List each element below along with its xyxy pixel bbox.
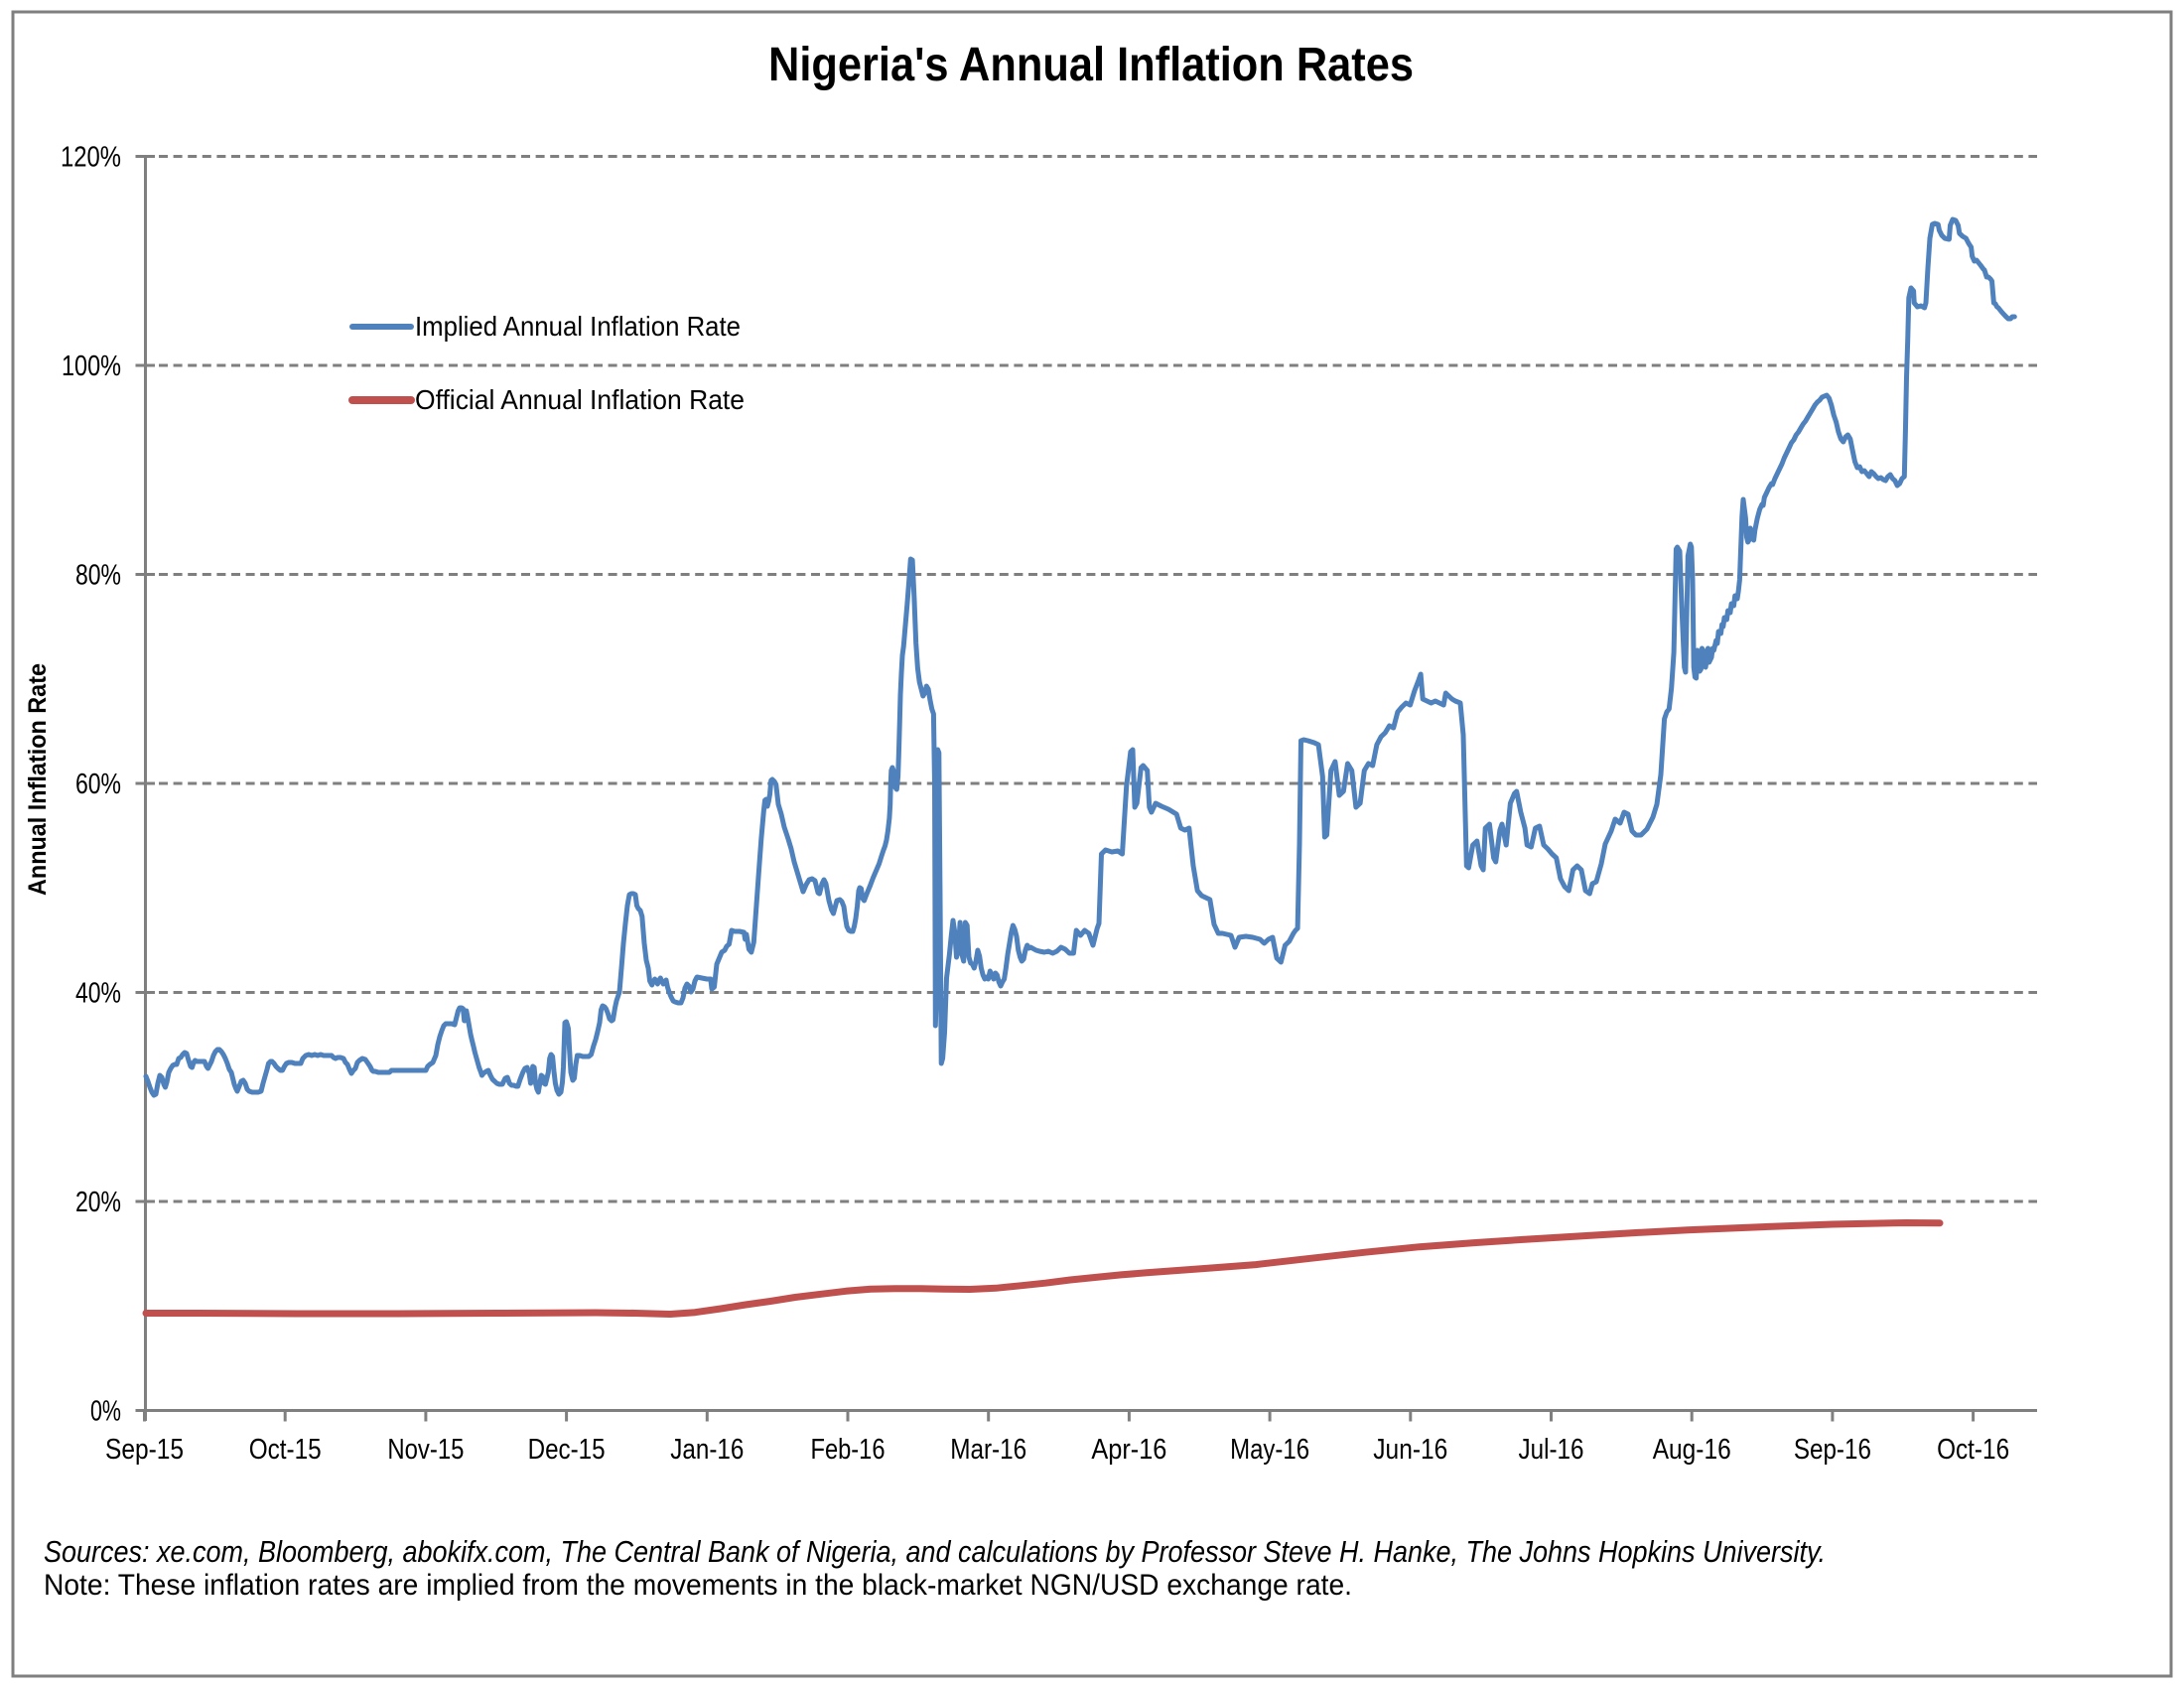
- svg-text:60%: 60%: [75, 769, 121, 800]
- svg-text:Nov-15: Nov-15: [387, 1434, 464, 1466]
- svg-text:20%: 20%: [75, 1187, 121, 1218]
- svg-text:Dec-15: Dec-15: [528, 1434, 606, 1466]
- svg-text:0%: 0%: [90, 1396, 121, 1428]
- svg-text:40%: 40%: [75, 978, 121, 1010]
- svg-text:100%: 100%: [62, 351, 121, 382]
- svg-text:Aug-16: Aug-16: [1653, 1434, 1731, 1466]
- svg-text:May-16: May-16: [1230, 1434, 1309, 1466]
- svg-text:Jun-16: Jun-16: [1373, 1434, 1447, 1466]
- svg-text:Sources: xe.com, Bloomberg, ab: Sources: xe.com, Bloomberg, abokifx.com,…: [44, 1534, 1826, 1569]
- svg-text:Apr-16: Apr-16: [1091, 1434, 1166, 1466]
- svg-text:120%: 120%: [61, 142, 121, 174]
- svg-text:Implied Annual Inflation Rate: Implied Annual Inflation Rate: [415, 311, 741, 342]
- svg-text:Mar-16: Mar-16: [950, 1434, 1026, 1466]
- svg-text:Nigeria's Annual Inflation Rat: Nigeria's Annual Inflation Rates: [768, 39, 1414, 91]
- svg-text:80%: 80%: [75, 560, 121, 592]
- svg-text:Official Annual Inflation Rate: Official Annual Inflation Rate: [415, 384, 745, 415]
- svg-text:Feb-16: Feb-16: [811, 1434, 886, 1466]
- svg-text:Oct-15: Oct-15: [249, 1434, 322, 1466]
- svg-text:Sep-15: Sep-15: [105, 1434, 184, 1466]
- svg-text:Jul-16: Jul-16: [1519, 1434, 1584, 1466]
- svg-text:Sep-16: Sep-16: [1794, 1434, 1871, 1466]
- svg-text:Annual Inflation Rate: Annual Inflation Rate: [24, 663, 52, 896]
- svg-text:Note: These inflation rates ar: Note: These inflation rates are implied …: [44, 1569, 1352, 1602]
- svg-text:Jan-16: Jan-16: [670, 1434, 744, 1466]
- svg-text:Oct-16: Oct-16: [1937, 1434, 2009, 1466]
